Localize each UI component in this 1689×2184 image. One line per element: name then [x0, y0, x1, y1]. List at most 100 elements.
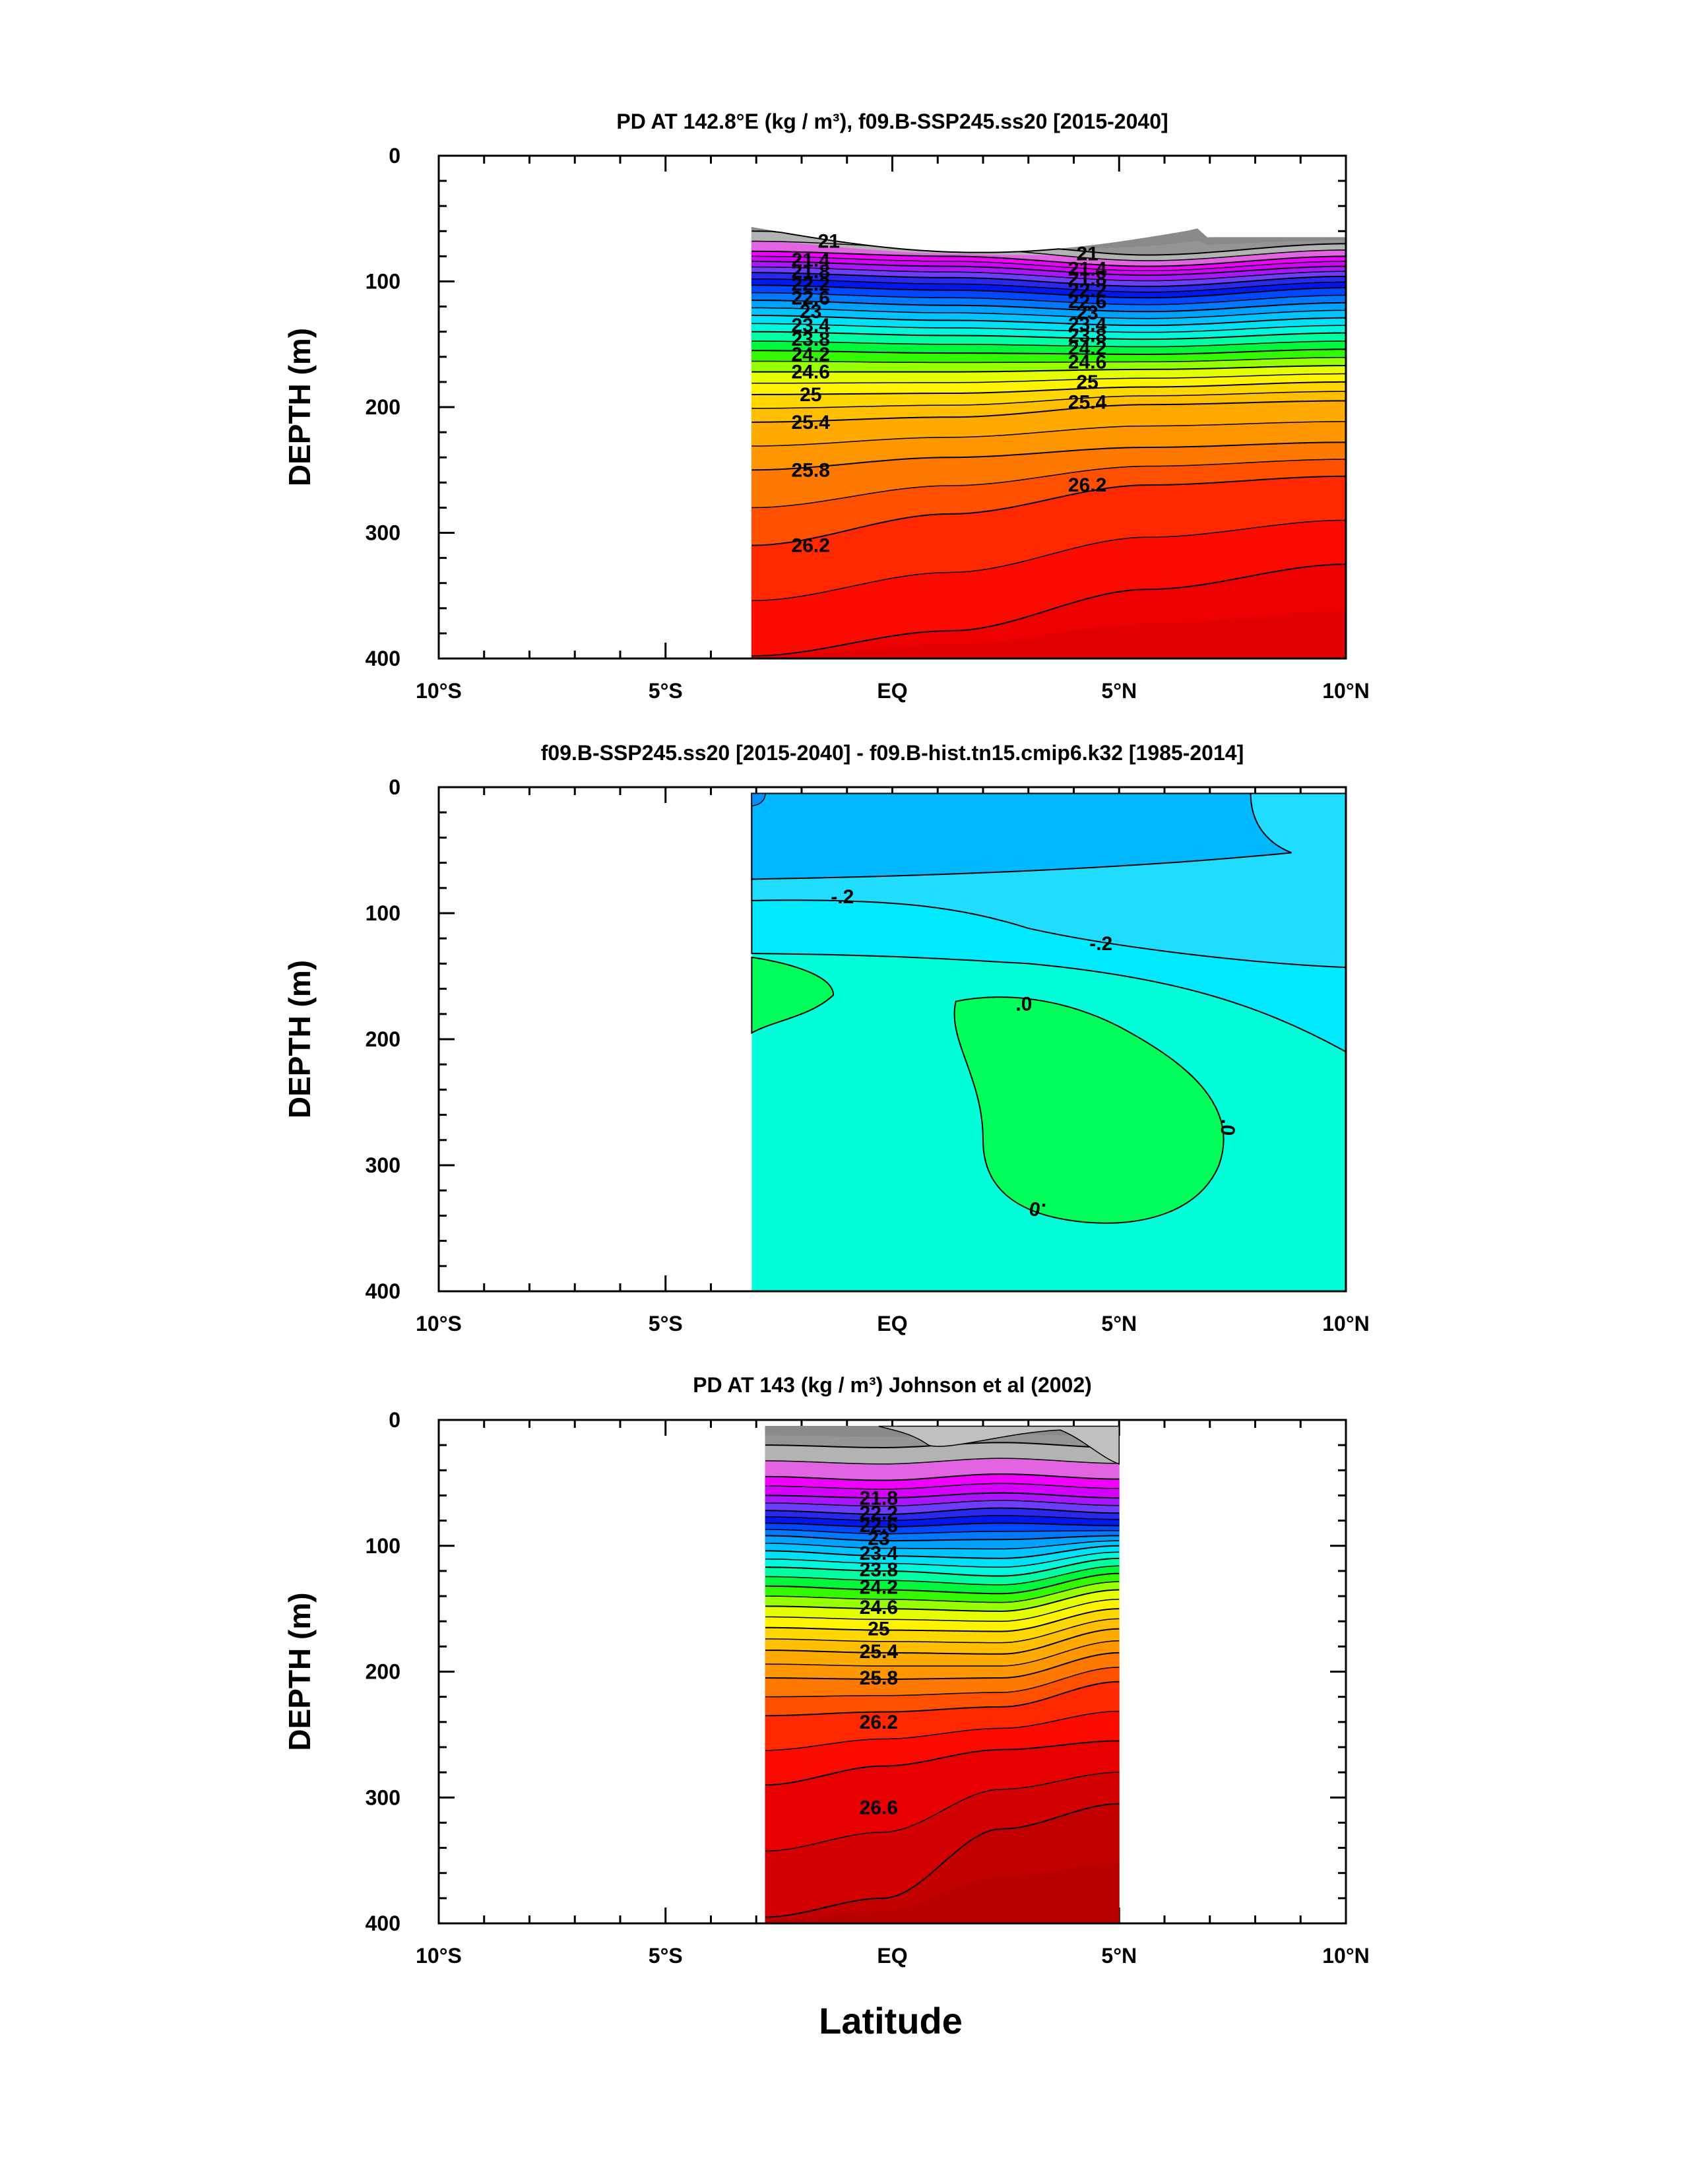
y-tick-label: 400 [366, 647, 400, 670]
contour-line [765, 1589, 1120, 1612]
contour-line [751, 272, 1347, 288]
diff-blob-green [953, 996, 1225, 1224]
density-band [878, 1425, 1120, 1465]
contour-label: 23 [800, 301, 821, 323]
contour-line [751, 284, 1347, 299]
contour-label: -.2 [1089, 933, 1112, 955]
contour-line [751, 278, 1347, 293]
contour-label: 21.4 [792, 249, 831, 271]
contour-label: 23.4 [1068, 313, 1107, 335]
y-tick-label: 200 [366, 1027, 400, 1051]
contour-line [751, 314, 1347, 327]
y-tick-label: 0 [389, 775, 400, 799]
contour-line [765, 1565, 1120, 1586]
contour-label: 26.2 [792, 535, 830, 557]
x-tick-label: EQ [877, 1312, 907, 1335]
contour-label: 23 [868, 1527, 889, 1549]
panel-2-frame [437, 786, 1347, 1293]
panel-1-y-axis-label: DEPTH (m) [282, 328, 317, 486]
contour-label: .0 [1216, 1118, 1239, 1137]
panel-3-title: PD AT 143 (kg / m³) Johnson et al (2002) [693, 1373, 1092, 1397]
contour-line [765, 1515, 1120, 1522]
y-tick-label: 100 [366, 901, 400, 925]
contour-line [751, 357, 1347, 364]
contour-label: 21.4 [1068, 258, 1107, 280]
contour-line [765, 1492, 1120, 1499]
contour-line [765, 1483, 1120, 1490]
contour-line [765, 1608, 1120, 1632]
contour-line [751, 250, 1347, 267]
x-tick-label: 5°S [649, 1944, 683, 1968]
contour-label: 22.6 [792, 287, 830, 309]
y-tick-label: 200 [366, 1660, 400, 1684]
contour-line [765, 1667, 1120, 1698]
contour-line [751, 261, 1347, 276]
contour-line [751, 459, 1347, 509]
y-tick-label: 300 [366, 1153, 400, 1177]
diff-blob-green [751, 956, 835, 1035]
panel-1-frame [437, 154, 1347, 660]
contour-line [751, 340, 1347, 348]
contour-label: 21 [1076, 243, 1098, 265]
contour-line [765, 1740, 1120, 1786]
x-axis-label: Latitude [819, 2000, 963, 2041]
panel-3-y-axis-label: DEPTH (m) [282, 1592, 317, 1750]
y-tick-label: 400 [366, 1279, 400, 1303]
contour-label: 23.4 [792, 315, 831, 337]
x-tick-label: 10°N [1322, 679, 1370, 703]
contour-line [765, 1551, 1120, 1568]
contour-label: .0 [1015, 994, 1032, 1015]
contour-line [765, 1507, 1120, 1516]
contour-label: 24.2 [792, 344, 830, 366]
contour-line [765, 1500, 1120, 1507]
x-tick-label: 5°N [1101, 1944, 1137, 1968]
contour-line [765, 1473, 1120, 1481]
contour-label: 21.8 [792, 261, 830, 282]
contour-label: 22.2 [860, 1502, 898, 1524]
diff-band-blue [751, 792, 1292, 880]
contour-label: 22.6 [1068, 291, 1106, 313]
contour-label: 25.4 [792, 412, 831, 434]
contour-line [765, 1618, 1120, 1644]
y-tick-label: 0 [389, 1408, 400, 1432]
contour-label: 26.2 [1068, 474, 1106, 496]
contour-label: 23.8 [1068, 325, 1106, 346]
contour-line [751, 266, 1347, 282]
contour-line [765, 1599, 1120, 1622]
contour-line [751, 331, 1347, 340]
x-tick-label: EQ [877, 679, 907, 703]
contour-label: 21.8 [1068, 269, 1106, 290]
contour-line [765, 1681, 1120, 1717]
contour-line [765, 1803, 1120, 1918]
contour-label: -.2 [831, 886, 854, 908]
panel-1-axes: PD AT 142.8°E (kg / m³), f09.B-SSP245.ss… [282, 110, 1370, 703]
contour-label: 21.8 [860, 1487, 898, 1509]
panel-2-title: f09.B-SSP245.ss20 [2015-2040] - f09.B-hi… [541, 741, 1244, 765]
contour-line [751, 381, 1347, 395]
panel-1-title: PD AT 142.8°E (kg / m³), f09.B-SSP245.ss… [616, 110, 1168, 133]
contour-line [765, 1522, 1120, 1528]
contour-line [765, 1535, 1120, 1542]
contour-line [765, 1772, 1120, 1852]
contour-line [751, 255, 1347, 272]
contour-line [765, 1540, 1120, 1550]
y-tick-label: 0 [389, 144, 400, 168]
contour-line [751, 300, 1347, 313]
x-tick-label: 10°N [1322, 1944, 1370, 1968]
contour-label: 23.8 [860, 1559, 898, 1581]
contour-label: 21 [818, 231, 840, 253]
panel-3-frame [437, 1419, 1347, 1925]
x-tick-label: 5°N [1101, 1312, 1137, 1335]
contour-label: 22.2 [792, 273, 830, 295]
contour-line [751, 441, 1347, 471]
contour-label: 24.2 [1068, 337, 1106, 359]
contour-line [751, 563, 1347, 657]
contour-line [751, 348, 1347, 355]
contour-line [765, 1545, 1120, 1559]
contour-line [751, 373, 1347, 384]
contour-line [765, 1529, 1120, 1535]
panel-2-plot: -.2 -.2 .0 .0 .0 [751, 792, 1347, 1291]
